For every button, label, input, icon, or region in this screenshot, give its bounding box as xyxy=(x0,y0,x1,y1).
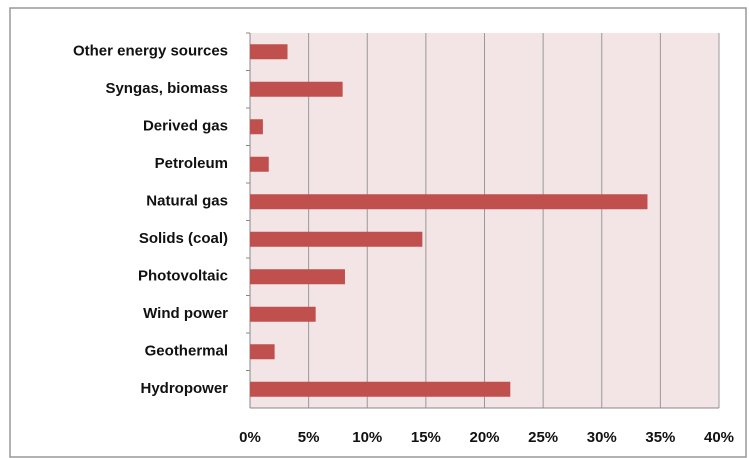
y-tick-label: Wind power xyxy=(143,305,228,322)
x-tick-label: 25% xyxy=(528,429,558,446)
y-tick-label: Syngas, biomass xyxy=(105,80,228,97)
y-tick-label: Other energy sources xyxy=(73,43,228,60)
bar xyxy=(250,269,345,285)
x-tick-label: 15% xyxy=(411,429,441,446)
x-tick-label: 30% xyxy=(587,429,617,446)
bar xyxy=(250,81,343,97)
y-tick-label: Hydropower xyxy=(140,380,228,397)
bar xyxy=(250,156,269,172)
y-tick-label: Photovoltaic xyxy=(138,268,228,285)
y-tick-label: Petroleum xyxy=(155,155,228,172)
bar xyxy=(250,194,648,210)
y-tick-label: Derived gas xyxy=(143,118,228,135)
bar xyxy=(250,231,423,247)
x-tick-label: 5% xyxy=(298,429,320,446)
x-tick-label: 10% xyxy=(352,429,382,446)
bar xyxy=(250,119,263,135)
y-tick-label: Natural gas xyxy=(146,193,228,210)
x-tick-label: 0% xyxy=(239,429,261,446)
y-tick-label: Geothermal xyxy=(145,343,228,360)
bar xyxy=(250,44,288,60)
bar xyxy=(250,381,511,397)
x-tick-label: 20% xyxy=(469,429,499,446)
bar xyxy=(250,344,275,360)
x-tick-label: 35% xyxy=(645,429,675,446)
y-tick-label: Solids (coal) xyxy=(139,230,228,247)
bar xyxy=(250,306,316,322)
x-tick-label: 40% xyxy=(704,429,734,446)
